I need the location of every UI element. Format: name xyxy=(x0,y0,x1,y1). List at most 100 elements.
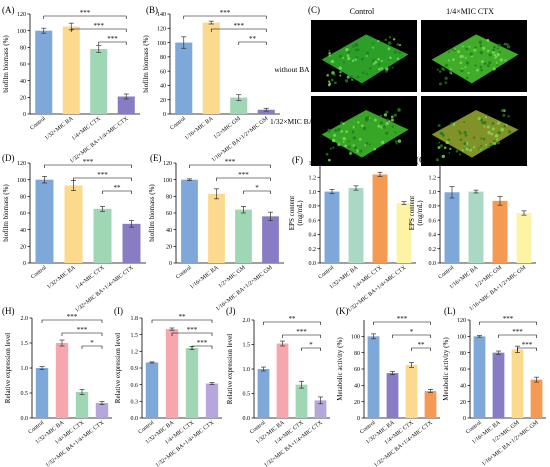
biofilm-speckle xyxy=(487,130,491,135)
biofilm-speckle xyxy=(394,140,398,143)
biofilm-speckle xyxy=(435,158,439,162)
y-tick-label: 100 xyxy=(17,178,26,184)
biofilm-speckle xyxy=(484,115,488,119)
biofilm-speckle xyxy=(330,78,334,82)
significance-label: ** xyxy=(114,184,122,192)
y-tick-label: 1.2 xyxy=(131,350,139,356)
y-tick-label: 40 xyxy=(160,84,166,90)
biofilm-speckle xyxy=(502,113,506,117)
biofilm-speckle xyxy=(395,142,398,145)
bar xyxy=(324,191,340,263)
significance-label: ** xyxy=(179,313,187,321)
y-tick-label: 20 xyxy=(20,96,26,102)
biofilm-speckle xyxy=(344,144,347,148)
biofilm-speckle xyxy=(479,148,482,151)
significance-label: ** xyxy=(249,35,257,43)
biofilm-speckle xyxy=(389,56,392,60)
biofilm-speckle xyxy=(465,76,469,80)
biofilm-speckle xyxy=(391,125,394,128)
biofilm-speckle xyxy=(479,118,484,122)
biofilm-speckle xyxy=(488,61,492,65)
biofilm-speckle xyxy=(379,121,384,125)
biofilm-speckle xyxy=(445,140,450,145)
bar xyxy=(202,22,220,115)
biofilm-speckle xyxy=(498,50,501,54)
biofilm-speckle xyxy=(357,121,360,124)
bar xyxy=(35,368,49,418)
biofilm-speckle xyxy=(351,78,354,81)
biofilm-speckle xyxy=(454,48,457,51)
biofilm-speckle xyxy=(392,38,396,41)
biofilm-speckle xyxy=(377,57,381,61)
bar xyxy=(405,364,418,418)
biofilm-speckle xyxy=(489,142,492,146)
biofilm-speckle xyxy=(441,154,446,159)
biofilm-stack xyxy=(321,34,409,84)
panel-label: (L) xyxy=(444,306,456,316)
micrograph-panel-c: (C) Control 1/4×MIC CTX without BA 1/32×… xyxy=(270,5,527,166)
bar xyxy=(208,193,225,263)
x-tick-label: 1/16×MIC BA xyxy=(184,115,215,141)
significance-bracket xyxy=(263,321,321,325)
y-tick-label: 0.5 xyxy=(21,391,29,397)
biofilm-stack xyxy=(431,34,519,84)
bar xyxy=(145,362,159,418)
biofilm-speckle xyxy=(450,48,453,51)
biofilm-speckle xyxy=(449,147,452,150)
significance-bracket xyxy=(70,28,127,32)
biofilm-speckle xyxy=(473,136,476,139)
y-axis-label: biofilm biomass (%) xyxy=(2,184,10,242)
biofilm-speckle xyxy=(352,144,355,147)
biofilm-speckle xyxy=(463,130,467,135)
biofilm-speckle xyxy=(490,132,494,136)
biofilm-speckle xyxy=(397,107,401,112)
y-tick-label: 0 xyxy=(463,416,466,422)
biofilm-speckle xyxy=(349,149,353,153)
significance-label: * xyxy=(410,328,414,336)
y-tick-label: 0.8 xyxy=(309,204,317,210)
x-tick-label: 1/32×MIC BA xyxy=(46,264,77,290)
y-tick-label: 120 xyxy=(157,26,166,32)
significance-bracket xyxy=(392,334,431,338)
y-axis-label: EPS content xyxy=(408,196,416,230)
biofilm-speckle xyxy=(437,146,441,149)
significance-label: *** xyxy=(67,313,78,321)
y-tick-label: 120 xyxy=(457,318,466,324)
biofilm-speckle xyxy=(339,74,342,77)
biofilm-speckle xyxy=(474,64,477,67)
biofilm-speckle xyxy=(358,138,362,141)
chart-f: (F)0.00.20.40.60.81.01.21.4EPS content(m… xyxy=(288,155,416,314)
y-tick-label: 0.2 xyxy=(309,247,317,253)
biofilm-speckle xyxy=(379,114,382,118)
y-tick-label: 0 xyxy=(23,112,26,118)
biofilm-speckle xyxy=(444,81,448,84)
y-tick-label: 20 xyxy=(20,245,26,251)
y-axis-label: (mg/mL) xyxy=(296,200,304,226)
biofilm-speckle xyxy=(354,150,357,153)
biofilm-speckle xyxy=(450,121,453,125)
biofilm-stack xyxy=(321,110,409,158)
significance-bracket xyxy=(98,41,127,45)
y-tick-label: 0.0 xyxy=(243,416,251,422)
biofilm-speckle xyxy=(325,152,329,156)
biofilm-speckle xyxy=(349,75,354,79)
micrograph-col-label-ctx: 1/4×MIC CTX xyxy=(446,7,494,16)
significance-label: *** xyxy=(187,326,198,334)
y-tick-label: 40 xyxy=(20,228,26,234)
biofilm-speckle xyxy=(443,146,447,150)
biofilm-speckle xyxy=(496,64,499,67)
biofilm-speckle xyxy=(397,139,402,143)
y-tick-label: 60 xyxy=(460,367,466,373)
y-tick-label: 40 xyxy=(166,228,172,234)
significance-label: *** xyxy=(503,315,514,323)
biofilm-speckle xyxy=(337,143,341,147)
chart-d: (D) 0 20 40 60 80 100 120 biofilm biomass (%) Con… xyxy=(2,153,146,314)
significance-bracket xyxy=(189,164,271,168)
significance-bracket xyxy=(282,334,321,338)
y-axis-label: Relative expression level xyxy=(4,333,12,403)
x-tick-label: Control xyxy=(175,265,193,281)
y-tick-label: 40 xyxy=(20,79,26,85)
biofilm-speckle xyxy=(472,146,476,149)
biofilm-speckle xyxy=(377,68,381,71)
biofilm-speckle xyxy=(480,137,483,140)
